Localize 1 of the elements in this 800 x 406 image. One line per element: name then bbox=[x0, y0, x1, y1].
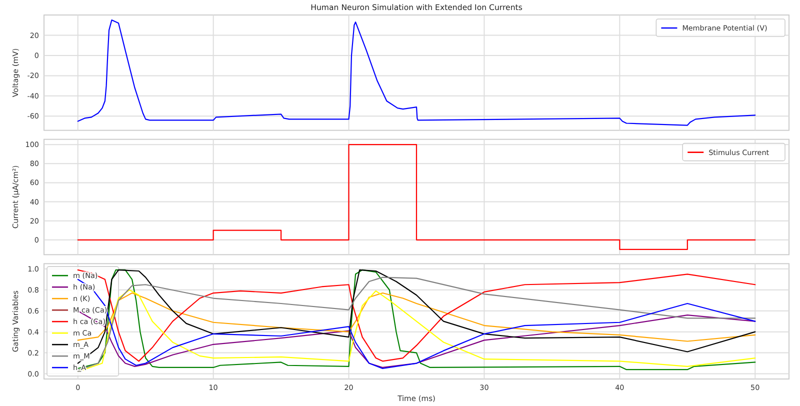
line-series bbox=[77, 20, 756, 126]
